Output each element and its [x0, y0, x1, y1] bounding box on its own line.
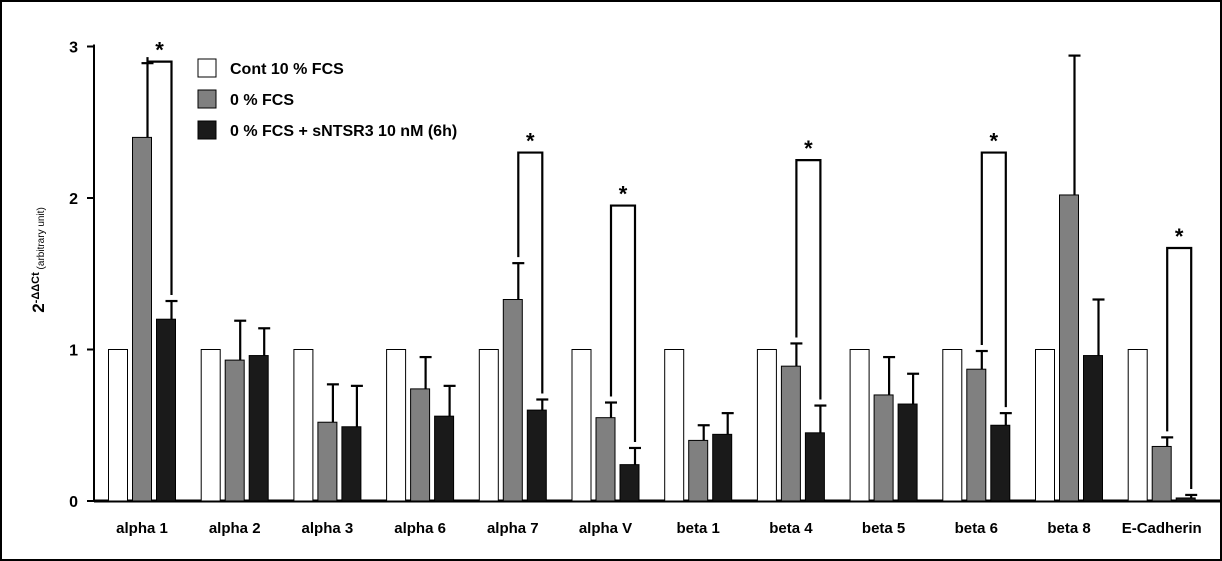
significance-star-3: *: [804, 136, 813, 161]
bar-1-1: [224, 359, 245, 502]
y-axis-label-superscript: -ΔΔCt: [30, 272, 42, 303]
significance-star-2: *: [619, 182, 628, 207]
bar-1-5: [595, 417, 616, 502]
bar-2-4: [526, 409, 547, 502]
bar-1-9: [966, 368, 987, 502]
category-label-1: alpha 2: [209, 520, 261, 537]
y-axis-label-unit: (arbitrary unit): [36, 207, 47, 272]
bar-0-5: [571, 349, 592, 502]
category-label-6: beta 1: [677, 520, 720, 537]
bar-1-2: [317, 421, 338, 502]
bar-1-3: [410, 388, 431, 502]
legend-label-0: Cont 10 % FCS: [230, 61, 344, 78]
significance-bracket-5: [1166, 246, 1193, 489]
bar-2-9: [990, 424, 1011, 502]
category-label-0: alpha 1: [116, 520, 168, 537]
bar-2-11: [1175, 497, 1196, 502]
significance-bracket-4: [980, 151, 1007, 408]
significance-star-1: *: [526, 129, 535, 154]
legend-swatch-1: [197, 89, 217, 109]
bar-1-8: [873, 394, 894, 502]
y-axis-label: 2-ΔΔCt (arbitrary unit): [29, 207, 48, 313]
category-label-7: beta 4: [769, 520, 813, 537]
category-label-5: alpha V: [579, 520, 632, 537]
bar-0-6: [664, 349, 685, 502]
legend-label-1: 0 % FCS: [230, 92, 294, 109]
legend-swatch-2: [197, 120, 217, 140]
bar-1-6: [688, 439, 709, 502]
bar-2-10: [1083, 355, 1103, 502]
bar-0-3: [386, 349, 407, 502]
bar-2-7: [804, 432, 825, 502]
category-label-4: alpha 7: [487, 520, 539, 537]
y-tick-label: 2: [69, 191, 78, 208]
significance-star-5: *: [1175, 224, 1184, 249]
bar-1-4: [502, 299, 523, 502]
bar-0-4: [478, 349, 499, 502]
significance-bracket-2: [609, 204, 637, 442]
legend-swatch-0: [197, 58, 217, 78]
y-axis-label-base: 2: [29, 303, 48, 312]
bar-2-0: [156, 318, 176, 502]
bar-0-1: [200, 349, 221, 502]
bar-0-7: [756, 349, 777, 502]
y-tick-label: 0: [69, 494, 78, 511]
category-label-2: alpha 3: [302, 520, 354, 537]
significance-star-0: *: [155, 38, 164, 63]
bar-0-10: [1035, 349, 1055, 502]
bar-0-0: [108, 349, 128, 502]
bar-2-6: [712, 433, 733, 502]
bar-0-8: [849, 349, 870, 502]
category-label-10: beta 8: [1047, 520, 1090, 537]
significance-bracket-1: [517, 151, 544, 394]
bar-0-9: [942, 349, 963, 502]
significance-bracket-3: [795, 159, 822, 400]
category-label-9: beta 6: [955, 520, 998, 537]
bar-1-10: [1059, 194, 1079, 502]
bar-0-11: [1127, 349, 1148, 502]
category-label-8: beta 5: [862, 520, 905, 537]
y-tick-label: 3: [69, 40, 78, 57]
bar-1-11: [1151, 445, 1172, 502]
bar-0-2: [293, 349, 314, 502]
bar-1-7: [780, 365, 801, 502]
bar-1-0: [132, 136, 152, 502]
y-tick-label: 1: [69, 343, 78, 360]
bar-2-2: [341, 426, 362, 502]
bar-2-3: [434, 415, 455, 502]
bar-2-1: [248, 355, 269, 502]
category-label-11: E-Cadherin: [1122, 520, 1202, 537]
bar-2-5: [619, 464, 640, 502]
legend-label-2: 0 % FCS + sNTSR3 10 nM (6h): [230, 123, 457, 140]
significance-bracket-0: [146, 57, 173, 296]
category-label-3: alpha 6: [394, 520, 446, 537]
bar-2-8: [897, 403, 918, 502]
significance-star-4: *: [990, 129, 999, 154]
